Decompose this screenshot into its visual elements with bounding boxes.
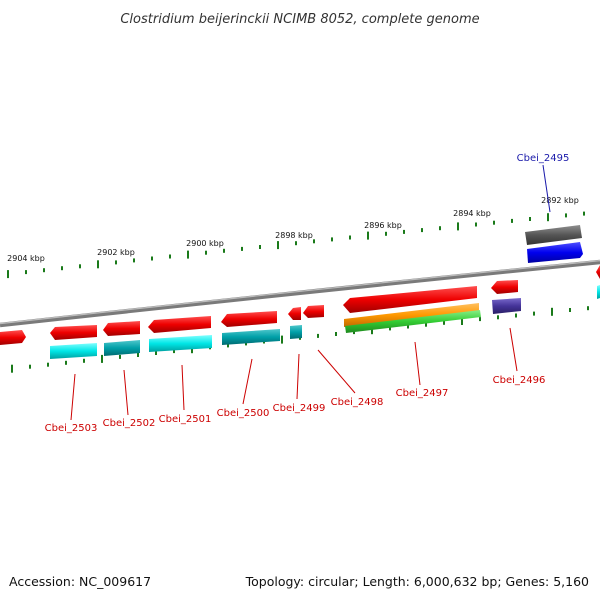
gene-label-cbei-2498[interactable]: Cbei_2498 <box>331 397 384 408</box>
gene-block-cbei-2500-cog[interactable] <box>222 329 280 345</box>
leader-cbei-2498 <box>317 349 356 394</box>
gene-block-cbei-2502-cds[interactable] <box>103 321 140 336</box>
leader-cbei-2501 <box>181 364 185 411</box>
map-title: Clostridium beijerinckii NCIMB 8052, com… <box>120 12 479 27</box>
gene-block-cbei-2497-cog-orange[interactable] <box>344 303 479 327</box>
leader-cbei-2496 <box>509 327 518 372</box>
scale-label-2894: 2894 kbp <box>453 209 491 218</box>
gene-label-cbei-2496[interactable]: Cbei_2496 <box>493 375 546 386</box>
gene-block-cbei-2497-cog-green[interactable] <box>345 310 481 333</box>
gene-label-cbei-2500[interactable]: Cbei_2500 <box>217 408 270 419</box>
gene-block-cbei-2501-cog[interactable] <box>149 335 212 352</box>
scale-label-2892: 2892 kbp <box>541 196 579 205</box>
gene-label-cbei-2495[interactable]: Cbei_2495 <box>517 153 570 164</box>
gene-label-cbei-2502[interactable]: Cbei_2502 <box>103 418 156 429</box>
outer-tick-row <box>7 211 585 279</box>
gene-block-cbei-2499-cog[interactable] <box>290 325 302 339</box>
gene-label-cbei-2503[interactable]: Cbei_2503 <box>45 423 98 434</box>
leader-cbei-2503 <box>70 373 76 421</box>
genome-backbone <box>0 259 600 328</box>
gene-block-cbei-2498-cds[interactable] <box>303 305 324 318</box>
gene-block-edge-right-cog[interactable] <box>597 285 600 299</box>
genome-summary: Topology: circular; Length: 6,000,632 bp… <box>245 574 589 589</box>
accession-label: Accession: NC_009617 <box>9 574 151 589</box>
gene-block-cbei-2500-cds[interactable] <box>221 311 277 327</box>
leader-cbei-2500 <box>242 358 253 405</box>
scale-label-2900: 2900 kbp <box>186 239 224 248</box>
leader-cbei-2495 <box>542 164 551 213</box>
gene-label-cbei-2497[interactable]: Cbei_2497 <box>396 388 449 399</box>
label-leaders <box>70 164 551 421</box>
genome-backbone-highlight <box>0 260 600 325</box>
gene-block-cbei-2502-cog[interactable] <box>104 340 140 356</box>
scale-label-2898: 2898 kbp <box>275 231 313 240</box>
leader-cbei-2502 <box>123 369 129 416</box>
gene-label-cbei-2499[interactable]: Cbei_2499 <box>273 403 326 414</box>
scale-label-2896: 2896 kbp <box>364 221 402 230</box>
gene-block-cbei-2495-gray[interactable] <box>525 225 582 245</box>
gene-block-edge-right[interactable] <box>596 265 600 279</box>
scale-label-2902: 2902 kbp <box>97 248 135 257</box>
gene-block-cbei-2495-blue[interactable] <box>527 242 583 263</box>
gene-block-cbei-2503-cog[interactable] <box>50 343 97 359</box>
leader-cbei-2499 <box>296 353 300 400</box>
gene-block-cbei-2496-cds[interactable] <box>491 280 518 294</box>
scale-label-2904: 2904 kbp <box>7 254 45 263</box>
leader-cbei-2497 <box>414 341 421 386</box>
gene-block-cbei-2499-cds[interactable] <box>288 307 301 320</box>
gene-block-edge-left[interactable] <box>0 330 26 345</box>
gene-block-cbei-2496-cog[interactable] <box>492 298 521 314</box>
gene-block-cbei-2497-cds[interactable] <box>343 286 477 313</box>
gene-block-cbei-2501-cds[interactable] <box>148 316 211 333</box>
gene-label-cbei-2501[interactable]: Cbei_2501 <box>159 414 212 425</box>
gene-block-cbei-2503-cds[interactable] <box>50 325 97 340</box>
